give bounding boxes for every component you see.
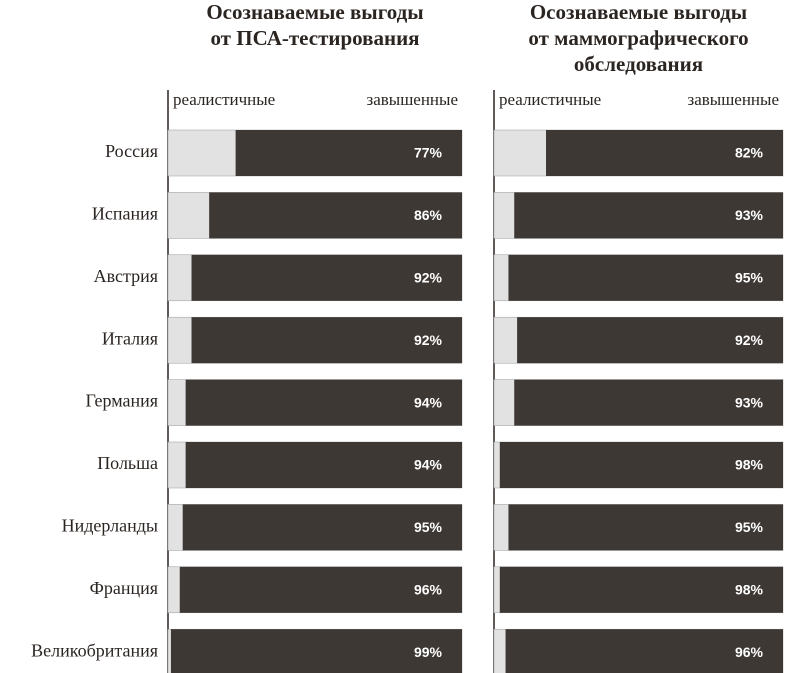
chart-title: Осознаваемые выгоды <box>530 0 747 24</box>
legend-label: завышенные <box>366 90 458 109</box>
category-label: Нидерланды <box>62 516 158 536</box>
overestimated-bar <box>182 504 462 551</box>
value-label: 99% <box>414 644 443 660</box>
value-label: 95% <box>735 519 764 535</box>
legend-label: реалистичные <box>499 90 601 109</box>
legend-label: завышенные <box>687 90 779 109</box>
category-label: Франция <box>90 578 158 598</box>
value-label: 98% <box>735 457 764 473</box>
overestimated-bar <box>505 629 783 673</box>
value-label: 98% <box>735 582 764 598</box>
overestimated-bar <box>546 130 783 176</box>
category-label: Россия <box>105 141 158 161</box>
value-label: 93% <box>735 207 764 223</box>
value-label: 94% <box>414 394 443 410</box>
legend-label: реалистичные <box>173 90 275 109</box>
category-label: Польша <box>97 453 158 473</box>
category-label: Австрия <box>94 266 158 286</box>
category-label: Германия <box>85 391 158 411</box>
value-label: 92% <box>735 332 764 348</box>
overestimated-bar <box>235 130 462 176</box>
value-label: 92% <box>414 270 443 286</box>
value-label: 86% <box>414 207 443 223</box>
overestimated-bar <box>185 442 462 488</box>
value-label: 94% <box>414 457 443 473</box>
value-label: 96% <box>414 582 443 598</box>
overestimated-bar <box>179 566 462 613</box>
value-label: 96% <box>735 644 764 660</box>
category-label: Великобритания <box>31 640 158 660</box>
value-label: 93% <box>735 394 764 410</box>
chart-title: Осознаваемые выгоды <box>206 0 423 24</box>
chart-title: от маммографического <box>528 26 748 50</box>
overestimated-bar <box>517 317 783 364</box>
value-label: 95% <box>414 519 443 535</box>
overestimated-bar <box>508 504 783 551</box>
value-label: 82% <box>735 145 764 161</box>
value-label: 77% <box>414 145 443 161</box>
chart-title: от ПСА-тестирования <box>210 26 419 50</box>
overestimated-bar <box>209 192 462 239</box>
value-label: 95% <box>735 270 764 286</box>
overestimated-bar <box>508 254 783 301</box>
overestimated-bar <box>514 192 783 239</box>
overestimated-bar <box>499 442 783 488</box>
category-label: Испания <box>92 204 158 224</box>
chart-title: обследования <box>574 52 703 76</box>
overestimated-bar <box>185 379 462 426</box>
overestimated-bar <box>191 254 462 301</box>
overestimated-bar <box>170 629 462 673</box>
overestimated-bar <box>191 317 462 364</box>
value-label: 92% <box>414 332 443 348</box>
category-label: Италия <box>102 328 158 348</box>
overestimated-bar <box>499 566 783 613</box>
overestimated-bar <box>514 379 783 426</box>
